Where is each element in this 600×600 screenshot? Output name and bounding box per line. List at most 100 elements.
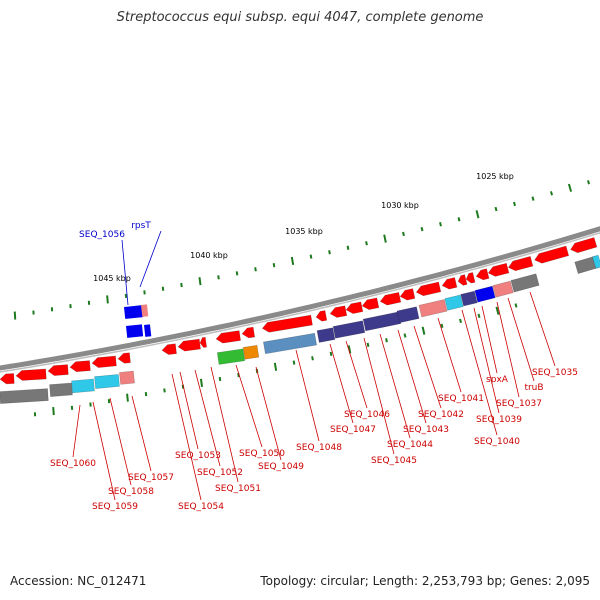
gene-feature	[441, 277, 458, 290]
scale-tick	[514, 303, 518, 308]
scale-tick	[272, 263, 276, 268]
scale-tick	[457, 217, 461, 222]
gene-feature	[361, 297, 380, 310]
leader-line	[171, 373, 202, 501]
scale-tick	[32, 310, 35, 315]
scale-label: 1025 kbp	[476, 172, 514, 181]
scale-tick	[52, 407, 55, 416]
leader-line	[413, 325, 442, 409]
leader-line	[437, 317, 462, 393]
scale-tick	[309, 254, 313, 259]
gene-feature	[91, 355, 117, 368]
scale-tick	[69, 304, 72, 309]
scale-tick	[531, 196, 535, 201]
gene-feature	[49, 382, 73, 397]
leader-line	[179, 371, 199, 450]
scale-tick	[290, 256, 295, 266]
gene-feature	[379, 292, 402, 306]
leader-line	[496, 301, 520, 398]
scale-tick	[459, 318, 462, 324]
gene-feature	[263, 332, 317, 355]
rna-feature	[141, 304, 149, 317]
gene-feature	[457, 274, 468, 286]
gene-feature	[161, 343, 177, 355]
leader-line	[255, 366, 282, 461]
scale-tick	[495, 306, 500, 315]
gene-feature	[47, 364, 69, 376]
topology-text: Topology: circular; Length: 2,253,793 bp…	[260, 574, 590, 588]
scale-tick	[311, 356, 314, 361]
gene-feature	[474, 285, 496, 303]
leader-line	[461, 309, 498, 436]
scale-layer	[13, 180, 591, 417]
gene-feature	[362, 311, 402, 332]
scale-tick	[144, 391, 148, 397]
gene-feature	[177, 338, 201, 352]
gene-label: SEQ_1039	[476, 415, 522, 425]
scale-tick	[421, 326, 426, 335]
gene-label: SEQ_1044	[387, 440, 433, 450]
scale-tick	[549, 191, 554, 196]
gene-feature	[507, 256, 534, 272]
scale-tick	[218, 376, 222, 382]
gene-feature	[418, 299, 448, 318]
gene-label: SEQ_1052	[197, 468, 243, 478]
gene-feature	[570, 237, 598, 254]
gene-feature	[399, 288, 416, 301]
scale-tick	[126, 393, 129, 402]
map-title: Streptococcus equi subsp. equi 4047, com…	[116, 10, 484, 25]
leader-line	[109, 397, 132, 486]
gene-feature	[315, 310, 328, 322]
gene-label: SEQ_1054	[178, 502, 224, 512]
gene-feature	[465, 272, 476, 284]
scale-tick	[124, 293, 128, 299]
rna-label: rpsT	[131, 221, 151, 231]
scale-tick	[292, 360, 296, 365]
scale-tick	[217, 275, 220, 280]
leader-line	[72, 404, 81, 458]
leader-line	[139, 230, 162, 288]
labels-layer: 1025 kbp 1030 kbp 1035 kbp 1040 kbp 1045 kbp…	[50, 172, 578, 512]
gene-feature	[396, 306, 420, 324]
leader-line	[379, 333, 411, 439]
leader-line	[121, 239, 129, 306]
scale-tick	[329, 351, 333, 357]
scale-tick	[143, 290, 146, 295]
leader-line	[194, 369, 221, 467]
leader-line	[295, 349, 320, 442]
gene-label: SEQ_1037	[496, 399, 542, 409]
gene-label: SEQ_1043	[403, 425, 449, 435]
scale-tick	[403, 333, 407, 338]
gene-feature	[242, 344, 260, 360]
scale-label: 1030 kbp	[381, 201, 419, 210]
gene-feature	[0, 373, 15, 385]
gene-feature	[332, 320, 366, 339]
scale-tick	[402, 231, 405, 237]
gene-label: SEQ_1035	[532, 368, 578, 378]
scale-tick	[33, 412, 37, 417]
gene-feature	[316, 327, 336, 343]
scale-tick	[180, 282, 183, 288]
scale-tick	[107, 399, 111, 404]
gene-label: SEQ_1042	[418, 410, 464, 420]
gene-feature	[329, 305, 348, 318]
backbone-line	[0, 226, 600, 371]
scale-tick	[439, 222, 442, 227]
gene-label: SEQ_1045	[371, 456, 417, 466]
scale-tick	[273, 362, 278, 371]
scale-tick	[365, 241, 368, 246]
gene-feature	[15, 368, 47, 381]
scale-tick	[70, 405, 74, 410]
gene-label: spxA	[486, 375, 509, 385]
gene-feature	[69, 360, 91, 373]
leader-line	[92, 401, 116, 501]
leader-line	[329, 343, 354, 424]
gene-label: SEQ_1040	[474, 437, 520, 447]
scale-tick	[383, 234, 387, 243]
gene-label: SEQ_1047	[330, 425, 376, 435]
accession-text: Accession: NC_012471	[10, 574, 147, 588]
gene-feature	[345, 301, 364, 314]
gene-feature	[510, 273, 540, 293]
scale-tick	[346, 245, 350, 250]
scale-tick	[199, 378, 204, 387]
